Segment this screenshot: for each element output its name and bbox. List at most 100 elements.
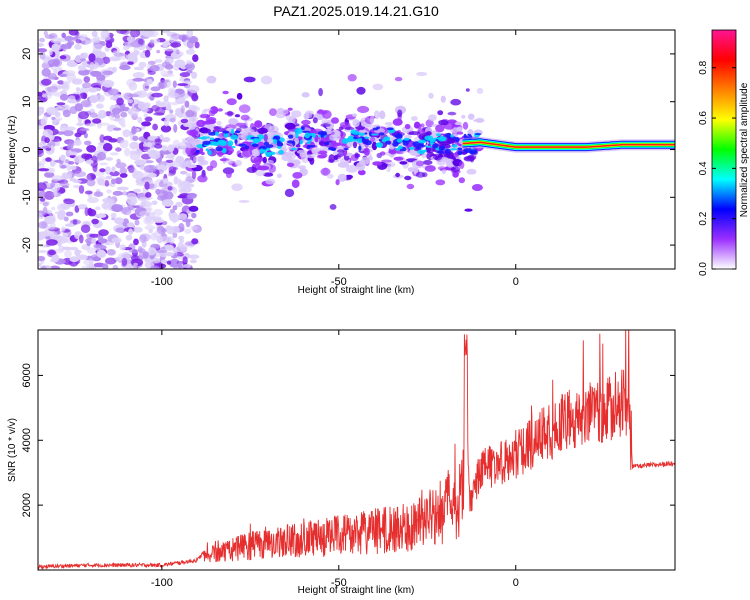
noise-blob	[191, 212, 197, 219]
noise-blob	[62, 80, 71, 85]
noise-blob	[132, 77, 145, 82]
signal-core	[395, 134, 403, 140]
noise-blob	[102, 56, 111, 64]
y-tick-label: 10	[21, 96, 33, 108]
noise-blob	[186, 30, 194, 38]
signal-blob	[234, 114, 241, 118]
noise-blob	[86, 145, 97, 153]
noise-blob	[145, 216, 152, 223]
signal-blob	[363, 147, 370, 156]
noise-blob	[54, 111, 61, 118]
signal-core	[383, 136, 391, 142]
noise-blob	[99, 134, 105, 143]
signal-blob	[386, 165, 391, 173]
signal-blob	[437, 110, 444, 116]
noise-blob	[140, 125, 146, 130]
signal-core	[294, 128, 303, 134]
signal-blob	[284, 188, 295, 198]
noise-blob	[144, 181, 150, 190]
noise-blob	[120, 111, 128, 118]
signal-core	[231, 145, 236, 149]
signal-blob	[433, 153, 443, 161]
snr-plot-area	[38, 330, 675, 570]
signal-blob	[339, 121, 351, 128]
colorbar-tick-label: 0.0	[698, 262, 709, 276]
noise-blob	[114, 217, 124, 225]
signal-blob	[262, 156, 267, 164]
signal-blob	[345, 174, 353, 179]
noise-blob	[89, 62, 95, 71]
noise-blob	[95, 175, 107, 183]
x-tick-label: 0	[513, 577, 519, 589]
noise-blob	[169, 36, 174, 43]
signal-blob	[463, 155, 475, 162]
noise-blob	[146, 78, 153, 85]
noise-blob	[48, 213, 56, 222]
signal-core	[446, 132, 452, 139]
noise-blob	[45, 157, 52, 162]
noise-blob	[74, 171, 87, 178]
noise-blob	[161, 199, 174, 207]
noise-blob	[128, 249, 140, 254]
noise-blob	[61, 226, 66, 232]
noise-blob	[180, 170, 188, 175]
noise-blob	[180, 105, 185, 114]
signal-core	[415, 146, 421, 150]
noise-blob	[116, 186, 129, 191]
noise-blob	[108, 138, 118, 143]
noise-blob	[143, 113, 149, 118]
signal-core	[307, 144, 316, 148]
noise-blob	[38, 106, 45, 115]
noise-blob	[46, 239, 58, 246]
noise-blob	[83, 259, 93, 266]
signal-blob	[452, 171, 459, 178]
signal-blob	[317, 150, 328, 155]
signal-blob	[291, 179, 300, 188]
noise-blob	[162, 178, 168, 185]
noise-blob	[152, 123, 159, 131]
noise-blob	[157, 81, 168, 89]
noise-blob	[165, 252, 175, 257]
noise-blob	[75, 39, 82, 44]
noise-blob	[67, 246, 79, 251]
noise-blob	[110, 96, 116, 101]
signal-blob	[320, 167, 331, 176]
noise-blob	[59, 182, 70, 187]
noise-blob	[69, 165, 77, 170]
noise-blob	[50, 182, 56, 188]
noise-blob	[74, 43, 82, 50]
noise-blob	[132, 50, 139, 57]
noise-blob	[119, 139, 129, 149]
signal-blob	[404, 175, 412, 181]
signal-blob	[316, 109, 328, 115]
noise-blob	[163, 48, 175, 52]
noise-blob	[172, 232, 178, 238]
noise-blob	[184, 100, 190, 108]
noise-blob	[124, 147, 131, 157]
signal-core	[424, 135, 434, 141]
signal-blob	[337, 161, 350, 168]
noise-blob	[180, 118, 189, 124]
signal-blob	[379, 110, 386, 120]
noise-blob	[43, 190, 55, 200]
noise-blob	[44, 34, 56, 39]
signal-blob	[413, 123, 422, 129]
noise-blob	[54, 50, 61, 57]
noise-blob	[45, 147, 52, 151]
noise-blob	[119, 173, 128, 178]
signal-core	[317, 131, 326, 136]
noise-blob	[64, 35, 74, 42]
noise-blob	[182, 264, 192, 268]
signal-blob	[284, 122, 296, 130]
signal-blob	[196, 119, 206, 128]
signal-core	[450, 134, 454, 138]
noise-blob	[60, 44, 67, 50]
spectrogram-y-axis: -20 -10 0 10 20	[21, 48, 675, 253]
noise-blob	[110, 152, 119, 156]
noise-blob	[66, 40, 72, 49]
noise-blob	[74, 55, 83, 63]
noise-blob	[102, 79, 115, 88]
noise-blob	[92, 118, 102, 124]
noise-blob	[42, 202, 49, 207]
signal-core	[364, 132, 368, 135]
